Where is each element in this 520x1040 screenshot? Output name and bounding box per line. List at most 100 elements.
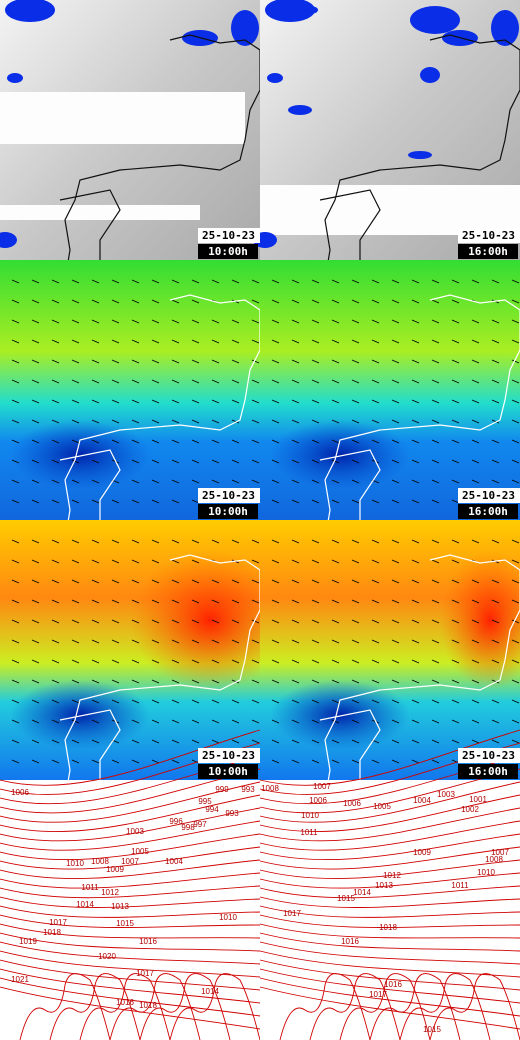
coastline [319,34,520,321]
wind-arrow [331,499,340,504]
wind-arrow [291,579,300,584]
wind-arrow [51,719,60,724]
wind-arrow [491,659,500,664]
wind-arrow [11,359,20,364]
time-box [458,244,518,259]
wind-arrow [151,439,160,444]
isobar [339,973,431,1040]
wind-arrow [331,759,340,764]
wind-arrow [271,559,280,564]
wind-arrow [331,639,340,644]
wind-arrow [311,499,320,504]
wind-arrow [91,379,100,384]
wind-arrow [291,419,300,424]
wind-arrow [331,719,340,724]
wind-arrow [351,419,360,424]
wind-arrow [71,299,80,304]
wind-arrow [51,419,60,424]
wind-arrow [511,379,520,384]
wind-arrow [351,459,360,464]
wind-arrow [111,579,120,584]
wind-arrow [391,599,400,604]
cloud-blob [420,67,440,83]
wind-arrow [31,459,40,464]
wind-arrow [411,299,420,304]
wind-arrow [291,539,300,544]
wind-arrow [91,499,100,504]
wind-arrow [391,339,400,344]
wind-arrow [271,579,280,584]
wind-arrow [451,339,460,344]
wind-arrow [371,679,380,684]
wind-arrow [471,379,480,384]
isobar-label: 1017 [136,969,154,978]
wind-arrow [91,599,100,604]
wind-arrow [411,699,420,704]
wind-arrow [371,319,380,324]
wind-arrow [431,319,440,324]
wind-arrow [191,499,200,504]
isobar-label: 1016 [139,937,157,946]
wind-arrow [251,679,260,684]
wind-arrow [351,279,360,284]
wind-arrow [331,359,340,364]
wind-arrow [11,719,20,724]
wind-arrow [371,759,380,764]
wind-arrow [331,419,340,424]
wind-arrow [171,319,180,324]
wind-arrow [231,279,240,284]
wind-arrow [311,419,320,424]
isobar-label: 1015 [116,919,134,928]
wind-arrow [271,699,280,704]
wind-arrow [111,499,120,504]
wind-arrow [491,399,500,404]
isobar [0,986,261,1030]
isobar [0,905,261,918]
wind-arrow [51,459,60,464]
isobar-label: 1004 [413,796,431,805]
wind-arrow [351,579,360,584]
wind-arrow [331,579,340,584]
wind-arrow [411,499,420,504]
wind-arrow [391,739,400,744]
wind-arrow [371,339,380,344]
wind-arrow [91,539,100,544]
isobar-label: 995 [198,797,212,806]
wind-arrow [31,639,40,644]
isobar-label: 1006 [11,788,29,797]
wind-arrow [471,359,480,364]
wind-arrow [331,279,340,284]
cloud-blob [0,232,17,248]
wind-arrow [271,659,280,664]
wind-arrow [31,499,40,504]
wind-arrow [171,439,180,444]
isobar-label: 1018 [139,1001,157,1010]
isobar [259,896,520,908]
wind-arrow [371,279,380,284]
wind-arrow [451,599,460,604]
wind-arrow [351,499,360,504]
wind-arrow [431,439,440,444]
wind-arrow [391,439,400,444]
wind-arrow [51,539,60,544]
wind-arrow [311,339,320,344]
wind-arrow [211,319,220,324]
wind-arrow [231,319,240,324]
time-box [458,764,518,779]
wind-arrow [11,399,20,404]
wind-arrow [251,559,260,564]
coastline [319,294,520,581]
wind-max [440,550,520,690]
isobar [259,833,520,861]
wind-arrow [391,559,400,564]
wind-arrow [251,339,260,344]
wind-arrow [91,459,100,464]
wind-arrow [31,399,40,404]
wind-arrow [491,719,500,724]
time-box [198,244,258,259]
wind-arrow [51,679,60,684]
data-gap [0,92,245,144]
wind-arrow [131,479,140,484]
wind-arrow [311,679,320,684]
wind-arrow [31,579,40,584]
